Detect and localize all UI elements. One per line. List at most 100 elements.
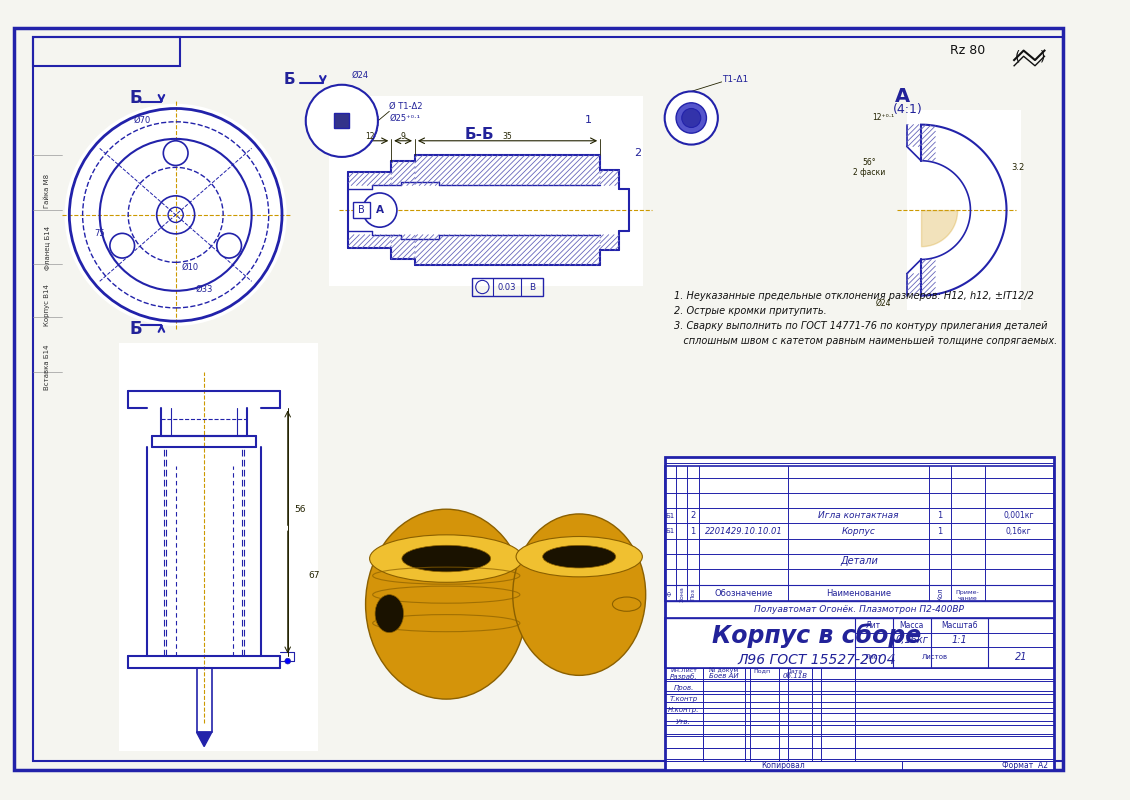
Text: Ø T1-Δ2: Ø T1-Δ2 bbox=[390, 102, 423, 111]
Circle shape bbox=[681, 109, 701, 127]
Text: 12⁺⁰·¹: 12⁺⁰·¹ bbox=[872, 113, 894, 122]
Text: T1-Δ1: T1-Δ1 bbox=[722, 74, 748, 83]
Ellipse shape bbox=[375, 594, 403, 633]
Text: Обозначение: Обозначение bbox=[714, 590, 773, 598]
Bar bbox=[33, 38, 181, 66]
Text: (4:1): (4:1) bbox=[893, 103, 922, 116]
Circle shape bbox=[363, 193, 397, 227]
Text: Утв.: Утв. bbox=[676, 719, 692, 725]
Text: Фланец Б14: Фланец Б14 bbox=[44, 226, 51, 270]
Text: 1: 1 bbox=[938, 526, 942, 535]
Text: Вставка Б14: Вставка Б14 bbox=[44, 344, 51, 390]
Bar bbox=[921, 259, 936, 295]
Ellipse shape bbox=[370, 535, 523, 582]
Bar bbox=[415, 155, 600, 186]
Text: Лист: Лист bbox=[864, 654, 883, 660]
Text: 1. Неуказанные предельные отклонения размеров: H12, h12, ±IT12/2: 1. Неуказанные предельные отклонения раз… bbox=[675, 290, 1034, 301]
Text: Б-Б: Б-Б bbox=[464, 126, 494, 142]
Bar bbox=[348, 234, 391, 248]
Text: Ø33: Ø33 bbox=[195, 285, 212, 294]
Text: 9: 9 bbox=[401, 131, 406, 141]
Text: Формат  А2: Формат А2 bbox=[1002, 761, 1049, 770]
Text: Б1: Б1 bbox=[666, 528, 675, 534]
Text: Детали: Детали bbox=[841, 557, 878, 566]
Bar bbox=[330, 96, 643, 286]
Circle shape bbox=[306, 85, 377, 157]
Circle shape bbox=[64, 104, 287, 326]
Bar bbox=[664, 618, 1054, 668]
Text: 0,16кг: 0,16кг bbox=[895, 635, 928, 646]
Circle shape bbox=[217, 234, 242, 258]
Bar bbox=[391, 234, 415, 259]
Text: Лит: Лит bbox=[866, 622, 881, 630]
Text: Rz 80: Rz 80 bbox=[949, 44, 984, 57]
Text: Ø25⁺⁰·¹: Ø25⁺⁰·¹ bbox=[390, 114, 420, 122]
Text: Зона: Зона bbox=[679, 586, 685, 602]
Bar bbox=[334, 114, 349, 129]
Text: Разраб.: Разраб. bbox=[670, 673, 697, 680]
Bar bbox=[664, 602, 1054, 618]
Text: Ин.Лист: Ин.Лист bbox=[670, 668, 697, 673]
Ellipse shape bbox=[612, 597, 641, 611]
Text: А: А bbox=[376, 205, 384, 215]
Circle shape bbox=[164, 141, 188, 166]
Text: Ф: Ф bbox=[668, 591, 672, 596]
Text: Л96 ГОСТ 15527-2004: Л96 ГОСТ 15527-2004 bbox=[737, 652, 896, 666]
Text: Н.контр.: Н.контр. bbox=[668, 707, 699, 714]
Bar bbox=[664, 466, 1054, 602]
Text: 2. Острые кромки притупить.: 2. Острые кромки притупить. bbox=[675, 306, 827, 316]
Text: Копировал: Копировал bbox=[762, 761, 806, 770]
Text: Подп: Подп bbox=[753, 668, 770, 673]
Circle shape bbox=[676, 102, 706, 133]
Text: 1: 1 bbox=[938, 511, 942, 520]
Ellipse shape bbox=[366, 509, 527, 699]
Bar bbox=[906, 125, 921, 146]
Text: 67: 67 bbox=[308, 571, 320, 580]
Text: Масштаб: Масштаб bbox=[941, 622, 977, 630]
Text: 0.03: 0.03 bbox=[498, 282, 516, 291]
Polygon shape bbox=[197, 732, 211, 746]
Bar bbox=[664, 457, 1054, 770]
Bar bbox=[348, 172, 391, 186]
Text: Приме-
чание: Приме- чание bbox=[956, 590, 980, 601]
Ellipse shape bbox=[513, 514, 645, 675]
Text: Б: Б bbox=[130, 89, 142, 107]
Text: Корпус в сборе: Корпус в сборе bbox=[712, 623, 921, 648]
Bar bbox=[664, 761, 1054, 770]
Bar bbox=[391, 161, 415, 186]
Circle shape bbox=[110, 234, 134, 258]
Text: 21: 21 bbox=[1015, 652, 1027, 662]
Text: Ø24: Ø24 bbox=[876, 298, 890, 308]
Text: № докум: № докум bbox=[709, 668, 738, 674]
Text: Б: Б bbox=[284, 71, 295, 86]
Text: 3. Сварку выполнить по ГОСТ 14771-76 по контуру прилегания деталей: 3. Сварку выполнить по ГОСТ 14771-76 по … bbox=[675, 321, 1048, 331]
Text: Б: Б bbox=[130, 320, 142, 338]
Text: Масса: Масса bbox=[899, 622, 923, 630]
Bar bbox=[600, 170, 619, 186]
Text: 75: 75 bbox=[95, 230, 105, 238]
Text: Корпус: Корпус bbox=[842, 526, 876, 535]
Bar bbox=[906, 110, 1020, 310]
Bar bbox=[600, 234, 619, 250]
Text: 56: 56 bbox=[294, 505, 306, 514]
Text: В: В bbox=[529, 282, 534, 291]
Text: Ø70: Ø70 bbox=[133, 115, 151, 124]
Text: 56°
2 фаски: 56° 2 фаски bbox=[853, 158, 885, 177]
Text: 06.11B: 06.11B bbox=[782, 674, 807, 679]
Bar bbox=[119, 343, 318, 751]
Text: Наименование: Наименование bbox=[826, 590, 890, 598]
Text: 12: 12 bbox=[365, 131, 374, 141]
Text: Ø10: Ø10 bbox=[181, 262, 199, 271]
Text: Игла контактная: Игла контактная bbox=[818, 511, 898, 520]
Ellipse shape bbox=[542, 546, 616, 568]
Ellipse shape bbox=[516, 537, 642, 577]
Text: (: ( bbox=[1015, 50, 1020, 63]
Text: ): ) bbox=[1040, 50, 1045, 63]
Text: 2: 2 bbox=[635, 148, 642, 158]
Bar bbox=[664, 618, 1054, 668]
Bar bbox=[415, 234, 600, 265]
Ellipse shape bbox=[402, 546, 490, 572]
Bar bbox=[472, 278, 544, 295]
Bar bbox=[354, 202, 371, 218]
Text: Б1: Б1 bbox=[666, 513, 675, 519]
